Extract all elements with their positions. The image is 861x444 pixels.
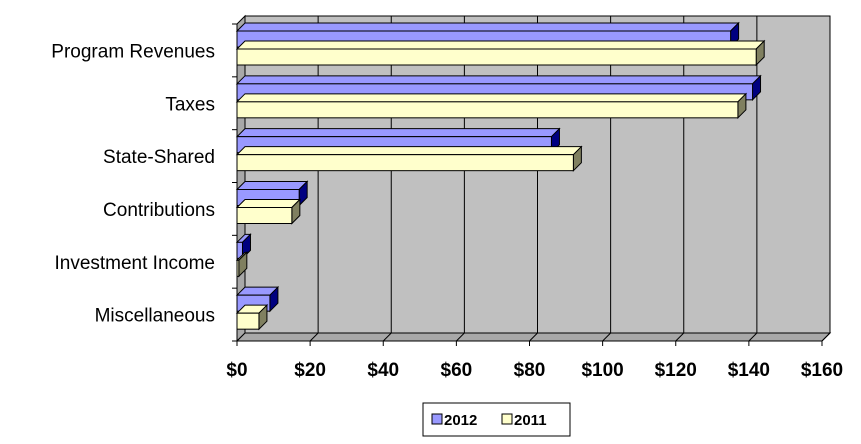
x-tick-label: $20 <box>294 360 326 381</box>
bar-2011-investment-income <box>235 251 249 278</box>
bar-top <box>235 181 309 190</box>
category-label-contributions: Contributions <box>103 200 215 221</box>
category-label-program-revenues: Program Revenues <box>51 41 215 62</box>
floor-gridline <box>382 332 392 342</box>
x-tick-label: $140 <box>728 360 770 381</box>
bar-front <box>236 154 574 172</box>
floor-gridline <box>821 332 831 342</box>
floor-gridline <box>529 332 538 342</box>
legend-label-2011: 2011 <box>514 412 547 429</box>
bar-top <box>235 75 762 85</box>
bar-2011-contributions <box>235 198 302 225</box>
bar-top <box>235 40 766 50</box>
legend-label-2012: 2012 <box>444 412 477 429</box>
legend-box <box>422 402 571 437</box>
gridlines <box>232 16 831 346</box>
x-tick-label: $120 <box>655 360 697 381</box>
x-tick-label: $40 <box>367 360 399 381</box>
category-labels: Program Revenues Taxes State-Shared Contrib… <box>51 41 215 326</box>
bar-front <box>236 48 757 66</box>
legend: 2012 2011 <box>422 402 571 437</box>
bar-top <box>235 146 583 156</box>
floor-gridline <box>309 332 319 342</box>
x-tick-label: $100 <box>581 360 623 381</box>
bar-front <box>236 207 293 224</box>
x-tick-label: $80 <box>514 360 546 381</box>
legend-swatch-2011 <box>501 413 513 425</box>
category-label-miscellaneous: Miscellaneous <box>95 306 215 327</box>
x-tick-labels: $0 $20 $40 $60 $80 $100 $120 $140 $160 <box>226 360 843 381</box>
floor-gridline <box>602 332 611 342</box>
bar-top <box>235 199 302 208</box>
bar-front <box>236 259 240 277</box>
bar-2012-investment-income <box>235 233 252 260</box>
floor-gridline <box>675 332 685 342</box>
category-label-state-shared: State-Shared <box>103 147 215 168</box>
bars <box>235 21 766 331</box>
bar-top <box>235 93 748 103</box>
bar-front <box>236 312 260 330</box>
bar-front <box>236 101 739 119</box>
x-tick-label: $60 <box>441 360 473 381</box>
bar-2011-miscellaneous <box>235 303 269 331</box>
floor-gridline <box>748 332 758 342</box>
category-label-investment-income: Investment Income <box>54 253 215 274</box>
floor-gridline <box>456 332 465 342</box>
legend-swatch-2012 <box>431 413 443 425</box>
bar-top <box>235 128 561 138</box>
category-label-taxes: Taxes <box>165 94 215 115</box>
bar-2011-program-revenues <box>235 39 766 67</box>
bar-top <box>235 22 740 32</box>
bar-2011-taxes <box>235 92 748 120</box>
x-tick-label: $160 <box>801 360 843 381</box>
x-tick-label: $0 <box>226 360 247 381</box>
bar-2011-state-shared <box>235 145 583 172</box>
